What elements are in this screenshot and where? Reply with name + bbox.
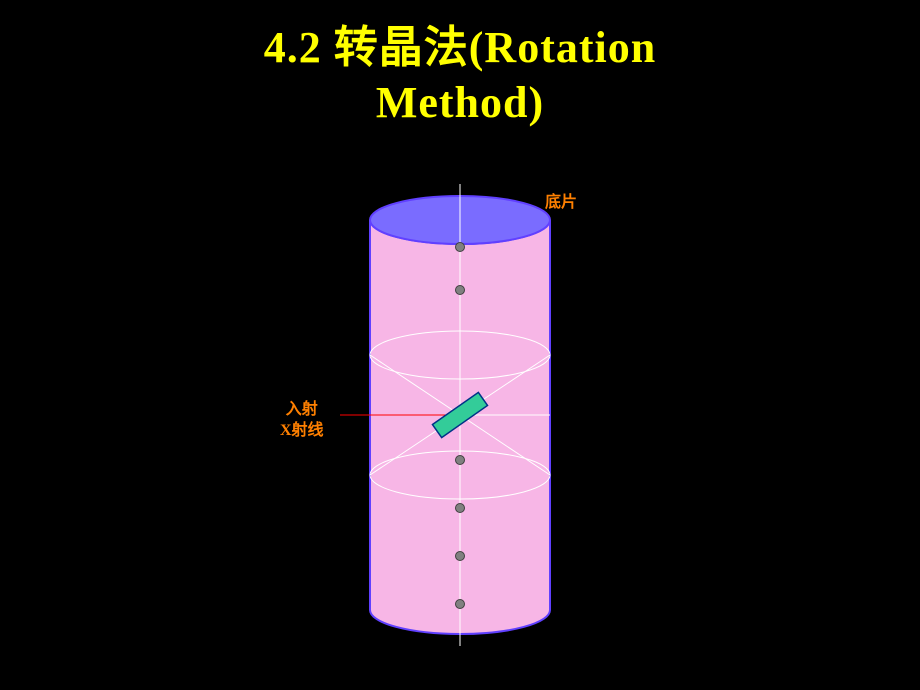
rotation-method-diagram [0, 0, 920, 690]
diffraction-spot-5 [456, 600, 465, 609]
diffraction-spot-1 [456, 286, 465, 295]
diffraction-spot-0 [456, 243, 465, 252]
diffraction-spot-2 [456, 456, 465, 465]
diffraction-spot-3 [456, 504, 465, 513]
diffraction-spot-4 [456, 552, 465, 561]
